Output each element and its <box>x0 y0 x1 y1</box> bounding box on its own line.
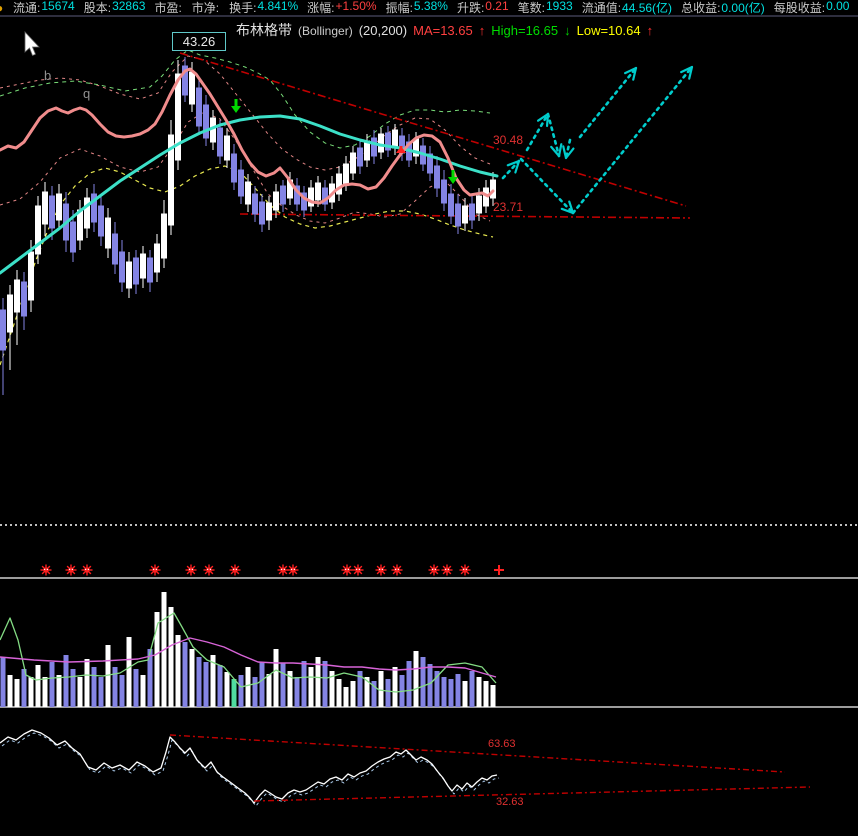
trend-arrow-icon: ↑ <box>478 23 486 38</box>
top-bar-item-9: 流通值: 44.56(亿) <box>581 1 673 15</box>
indicator-name-part: (20,200) <box>358 23 408 38</box>
ma-lines <box>0 67 499 275</box>
top-bar-item-8: 笔数: 1933 <box>517 0 573 15</box>
mouse-cursor-icon <box>24 30 40 57</box>
indicator-name-part: 布林格带 <box>236 22 292 38</box>
indicator-value: Low=10.64 <box>576 23 641 38</box>
signal-markers-row <box>40 564 504 576</box>
indicator-value: High=16.65 <box>491 23 559 38</box>
top-bar-item-5: 涨幅: +1.50% <box>307 0 377 15</box>
top-bar-item-10: 总收益: 0.00(亿) <box>681 1 765 15</box>
trend-arrow-icon: ↑ <box>646 23 654 38</box>
annotation-letter-q: q <box>83 86 91 101</box>
resistance-label: 30.48 <box>493 133 524 147</box>
top-bar-item-7: 升跌: 0.21 <box>456 0 509 15</box>
candles-layer <box>0 57 496 395</box>
annotation-letter-b: b <box>44 68 52 83</box>
trendlines <box>179 52 691 219</box>
osc-lower-label: 32.63 <box>496 796 524 808</box>
volume-ma-lines <box>0 612 497 693</box>
indicator-name-part: (Bollinger) <box>298 24 353 38</box>
top-bar-item-0: 流通: 15674 <box>13 0 75 15</box>
peak-price-callout: 43.26 <box>172 32 226 51</box>
trend-arrow-icon: ↓ <box>564 23 571 38</box>
app-icon[interactable]: ● <box>0 1 3 15</box>
top-bar-item-11: 每股收益: 0.00 <box>773 0 850 15</box>
indicator-value: MA=13.65 <box>413 23 473 38</box>
top-bar-item-6: 振幅: 5.38% <box>385 0 448 15</box>
bollinger-bands <box>0 49 494 366</box>
top-bar: ● 流通:15674 股本:32863 市盈: 市净: 换手:4.841% 涨幅:+1.5… <box>0 0 858 17</box>
top-bar-item-1: 股本: 32863 <box>83 0 146 15</box>
signal-arrows <box>231 99 458 184</box>
top-bar-item-3: 市净: <box>191 1 220 15</box>
top-bar-item-4: 换手: 4.841% <box>229 0 299 15</box>
volume-bars <box>0 592 496 707</box>
osc-upper-label: 63.63 <box>488 738 516 750</box>
oscillator <box>0 729 811 807</box>
indicator-title: 布林格带 (Bollinger) (20,200) MA=13.65 ↑ High=16.… <box>236 20 654 38</box>
support-label: 23.71 <box>493 200 524 214</box>
top-bar-item-2: 市盈: <box>154 1 182 15</box>
drawn-arrows <box>501 65 694 215</box>
